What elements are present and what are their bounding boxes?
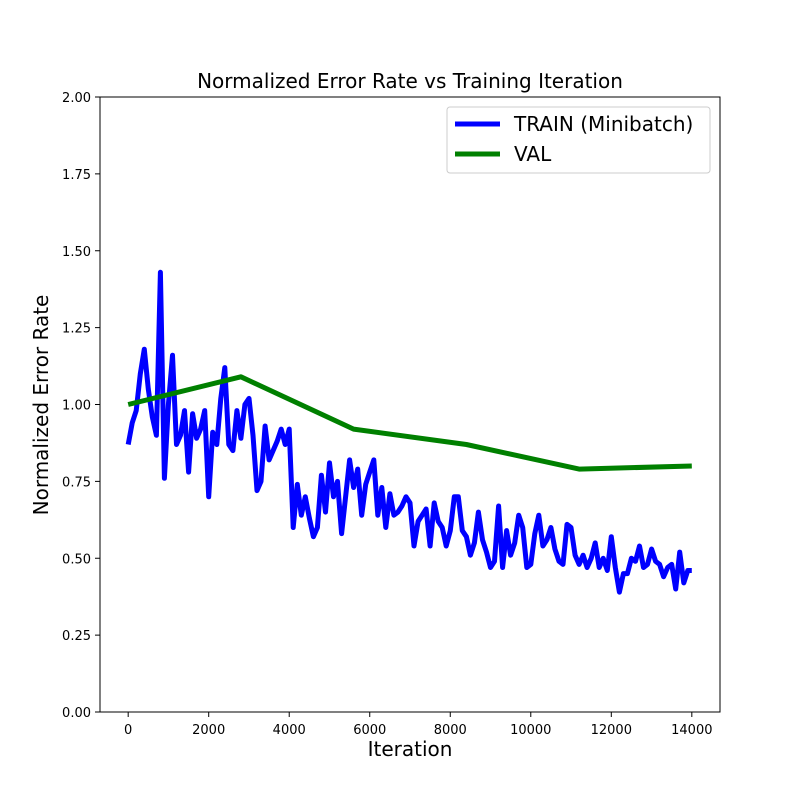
plot-area: [125, 269, 692, 595]
y-tick-label: 1.25: [62, 322, 91, 337]
y-axis-ticks: 0.00 0.25 0.50 0.75 1.00 1.25 1.50 1.75 2.00: [62, 91, 100, 721]
x-axis-title: Iteration: [368, 737, 453, 761]
series-line-val: [127, 374, 692, 472]
legend-label-train: TRAIN (Minibatch): [513, 112, 693, 136]
y-tick-label: 0.25: [62, 629, 91, 644]
y-tick-label: 1.75: [62, 168, 91, 183]
plot-frame: [99, 96, 721, 713]
legend-frame: [446, 106, 711, 174]
x-tick-label: 10000: [510, 723, 551, 738]
chart-title: Normalized Error Rate vs Training Iterat…: [197, 69, 623, 93]
y-tick-label: 1.00: [62, 399, 91, 414]
x-tick-label: 14000: [671, 723, 712, 738]
x-tick-label: 8000: [434, 723, 467, 738]
x-tick-label: 2000: [192, 723, 225, 738]
legend-label-val: VAL: [514, 142, 552, 166]
y-tick-label: 2.00: [62, 91, 91, 106]
x-tick-label: 0: [124, 723, 132, 738]
y-tick-label: 0.75: [62, 475, 91, 490]
y-tick-label: 0.00: [62, 706, 91, 721]
x-tick-label: 6000: [353, 723, 386, 738]
y-tick-label: 1.50: [62, 245, 91, 260]
x-tick-label: 4000: [273, 723, 306, 738]
x-axis-ticks: 0 2000 4000 6000 8000 10000 12000 14000: [124, 712, 712, 738]
series-line-train-minibatch: [125, 269, 692, 595]
y-tick-label: 0.50: [62, 552, 91, 567]
x-tick-label: 12000: [591, 723, 632, 738]
legend: TRAIN (Minibatch) VAL: [446, 106, 711, 174]
y-axis-title: Normalized Error Rate: [29, 295, 53, 516]
